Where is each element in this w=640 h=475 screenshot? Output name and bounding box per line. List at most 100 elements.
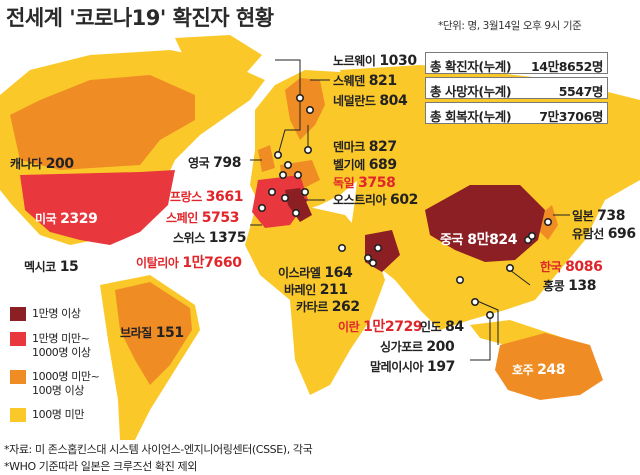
country-count: 804	[379, 93, 408, 109]
scandinavia-region	[285, 78, 325, 140]
australia-region	[495, 333, 603, 400]
country-count: 197	[426, 359, 456, 375]
label-malaysia: 말레이시아 197	[370, 360, 455, 374]
label-brazil: 브라질 151	[120, 326, 184, 340]
marker-iran	[373, 244, 382, 253]
africa-land	[245, 205, 385, 395]
country-name: 노르웨이	[333, 54, 376, 68]
total-recovered-label: 총 회복자(누계)	[430, 109, 512, 124]
country-count: 84	[445, 319, 464, 335]
marker-hongkong	[505, 263, 514, 272]
country-count: 211	[319, 282, 348, 298]
marker-uk	[273, 151, 282, 160]
label-italy: 이탈리아 1만7660	[136, 256, 242, 270]
label-hongkong: 홍콩 138	[543, 279, 596, 293]
country-count: 5753	[201, 210, 240, 226]
uk-region	[258, 145, 275, 172]
marker-singapore	[470, 297, 479, 306]
marker-spain	[257, 204, 266, 213]
country-name: 스페인	[166, 211, 198, 225]
country-name: 이스라엘	[278, 266, 321, 280]
country-name: 이란	[338, 320, 360, 334]
country-count: 798	[213, 155, 242, 171]
country-name: 중국	[440, 233, 464, 248]
china-region	[425, 185, 545, 262]
marker-netherlands	[283, 161, 292, 170]
country-name: 이탈리아	[136, 256, 179, 270]
footnote-who: *WHO 기준따라 일본은 크루즈선 확진 제외	[4, 460, 197, 473]
country-name: 싱가포르	[380, 340, 423, 354]
country-count: 262	[331, 299, 360, 315]
total-recovered-row: 총 회복자(누계) 7만3706명	[425, 102, 608, 124]
country-name: 영국	[188, 156, 210, 170]
total-confirmed-row: 총 확진자(누계) 14만8652명	[425, 52, 608, 74]
usa-region	[20, 170, 175, 245]
legend-swatch	[10, 332, 26, 346]
country-name: 한국	[540, 260, 562, 274]
marker-austria	[300, 188, 309, 197]
label-germany: 독일 3758	[333, 175, 396, 191]
total-confirmed-value: 14만8652명	[531, 59, 603, 74]
country-count: 164	[324, 265, 353, 281]
label-mexico: 멕시코 15	[24, 259, 79, 275]
label-bahrain: 바레인 211	[284, 283, 348, 297]
country-name: 홍콩	[543, 279, 565, 293]
marker-bahrain	[363, 254, 372, 263]
marker-india	[455, 275, 464, 284]
regions-100-1000	[10, 75, 603, 400]
country-count: 689	[368, 157, 397, 173]
marker-belgium	[278, 171, 287, 180]
marker-malaysia	[485, 310, 494, 319]
label-netherlands: 네덜란드 804	[333, 93, 408, 109]
country-name: 바레인	[284, 283, 316, 297]
label-cruise: 유람선 696	[572, 227, 636, 241]
country-name: 프랑스	[170, 190, 202, 204]
label-qatar: 카타르 262	[296, 300, 360, 314]
marker-israel	[337, 244, 346, 253]
unit-note: *단위: 명, 3월14일 오후 9시 기준	[438, 20, 582, 32]
leader-singapore	[474, 299, 499, 345]
total-confirmed-label: 총 확진자(누계)	[430, 59, 512, 74]
greenland-land	[175, 35, 262, 90]
label-iran: 이란 1만2729	[338, 320, 423, 334]
country-name: 인도	[420, 320, 442, 334]
italy-region	[285, 188, 312, 222]
leader-netherlands	[277, 100, 301, 156]
country-count: 15	[59, 259, 79, 275]
country-count: 1375	[208, 230, 247, 246]
country-count: 138	[568, 278, 597, 294]
country-name: 독일	[333, 176, 355, 190]
country-name: 카타르	[296, 300, 328, 314]
canada-region	[10, 75, 195, 170]
country-name: 호주	[512, 363, 534, 377]
country-name: 오스트리아	[333, 193, 387, 207]
label-sweden: 스웨덴 821	[333, 74, 397, 88]
legend-swatch	[10, 370, 26, 384]
country-count: 200	[426, 339, 455, 355]
totals-box: 총 확진자(누계) 14만8652명 총 사망자(누계) 5547명 총 회복자…	[425, 52, 608, 127]
marker-cruise	[527, 232, 536, 241]
label-korea: 한국 8086	[540, 260, 603, 274]
country-name: 미국	[35, 212, 57, 226]
marker-switzerland	[280, 194, 289, 203]
country-name: 스위스	[173, 231, 205, 245]
label-australia: 호주 248	[512, 363, 565, 377]
country-count: 602	[389, 192, 419, 208]
label-uk: 영국 798	[188, 156, 241, 170]
country-count: 696	[607, 226, 636, 242]
country-count: 821	[368, 73, 397, 89]
country-count: 200	[45, 156, 74, 172]
marker-japan	[543, 218, 552, 227]
country-count: 248	[537, 362, 566, 378]
label-china: 중국 8만824	[440, 232, 518, 248]
country-count: 827	[368, 139, 397, 155]
marker-norway	[295, 94, 304, 103]
country-count: 8만824	[467, 232, 518, 248]
leader-norway	[275, 59, 301, 95]
country-count: 3758	[358, 175, 396, 191]
country-name: 덴마크	[333, 140, 365, 154]
label-austria: 오스트리아 602	[333, 193, 418, 207]
leader-malaysia	[470, 318, 491, 361]
